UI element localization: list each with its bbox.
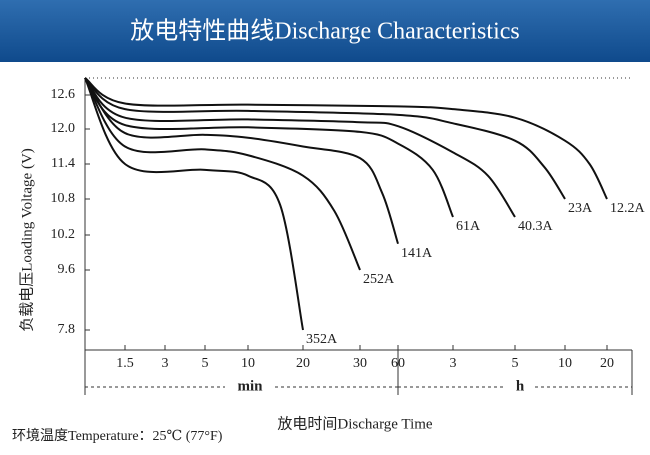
curve-label: 352A [306, 332, 338, 347]
unit-label: h [516, 378, 525, 394]
note: 环境温度Temperature：25℃ (77°F) [12, 428, 223, 444]
x-tick-label: 3 [162, 356, 169, 371]
x-tick-label: 10 [558, 356, 572, 371]
curve-label: 12.2A [610, 201, 646, 216]
x-tick-label: 20 [296, 356, 310, 371]
discharge-curve [84, 77, 361, 271]
discharge-curve [84, 77, 399, 245]
chart-title: 放电特性曲线Discharge Characteristics [130, 18, 519, 45]
axes [84, 77, 633, 395]
y-tick-label: 9.6 [58, 262, 76, 277]
x-tick-label: 10 [241, 356, 255, 371]
discharge-curve [84, 77, 454, 218]
y-tick-label: 11.4 [51, 156, 75, 171]
curve-label: 141A [401, 246, 433, 261]
x-axis-label: 放电时间Discharge Time [277, 415, 432, 432]
x-tick-label: 60 [391, 356, 405, 371]
y-tick-label: 12.6 [51, 87, 76, 102]
x-tick-label: 5 [512, 356, 519, 371]
curve-label: 252A [363, 272, 395, 287]
discharge-curve [84, 77, 608, 200]
curve-label: 61A [456, 219, 481, 234]
x-tick-label: 1.5 [116, 356, 134, 371]
curve-label: 40.3A [518, 219, 554, 234]
y-tick-label: 10.2 [51, 227, 76, 242]
y-tick-label: 7.8 [58, 322, 76, 337]
y-tick-label: 12.0 [51, 121, 76, 136]
title-bar [0, 0, 650, 62]
discharge-curve [84, 77, 566, 200]
curve-label: 23A [568, 201, 593, 216]
discharge-curve [84, 77, 516, 218]
x-tick-label: 30 [353, 356, 367, 371]
y-axis-label: 负载电压Loading Voltage (V) [18, 148, 35, 332]
discharge-curve [84, 77, 304, 331]
x-tick-label: 3 [450, 356, 457, 371]
x-tick-label: 5 [202, 356, 209, 371]
x-tick-label: 20 [600, 356, 614, 371]
y-tick-label: 10.8 [51, 191, 76, 206]
unit-label: min [237, 378, 263, 394]
